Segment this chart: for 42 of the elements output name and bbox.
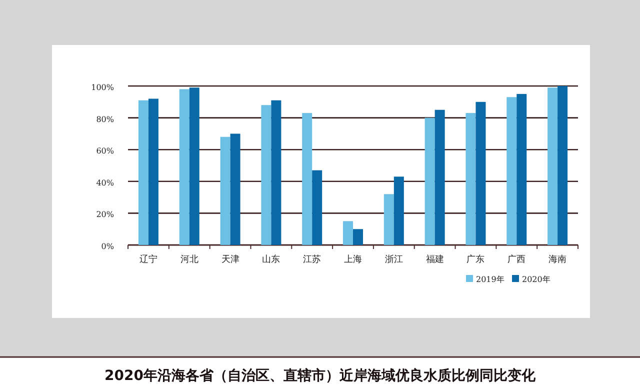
bar — [261, 105, 272, 245]
bar — [312, 170, 322, 245]
bar — [148, 98, 158, 245]
bar — [189, 88, 200, 245]
bar — [434, 110, 445, 245]
bar — [230, 134, 240, 245]
y-tick-label: 0% — [101, 242, 114, 251]
bar — [548, 88, 558, 245]
x-tick-label: 山东 — [262, 254, 280, 265]
x-tick-label: 天津 — [221, 254, 240, 265]
y-tick-label: 20% — [96, 210, 114, 220]
bar — [506, 97, 517, 245]
x-tick-label: 浙江 — [384, 254, 403, 265]
x-tick-label: 上海 — [344, 254, 362, 265]
text: 2020年沿海各省（自治区、直辖市）近岸海域优良水质比例同比变化 — [104, 367, 536, 384]
x-tick-label: 福建 — [426, 254, 444, 265]
y-tick-label: 80% — [96, 114, 114, 124]
x-tick-label: 海南 — [548, 254, 567, 265]
bar — [179, 89, 190, 245]
bar — [271, 100, 282, 245]
x-tick-label: 河北 — [180, 254, 198, 265]
y-tick-label: 60% — [96, 146, 114, 156]
bar — [466, 113, 476, 245]
bar — [353, 229, 363, 245]
legend-label: 2020年 — [522, 275, 550, 284]
bar — [302, 113, 312, 245]
bar — [516, 94, 527, 245]
bar — [220, 136, 230, 245]
legend-label: 2019年 — [476, 275, 504, 284]
bar — [394, 176, 404, 245]
y-tick-label: 100% — [91, 83, 114, 92]
x-tick-label: 辽宁 — [139, 254, 158, 265]
x-tick-label: 广西 — [508, 254, 526, 265]
bar — [138, 100, 148, 245]
x-tick-label: 广东 — [466, 254, 485, 265]
x-tick-label: 江苏 — [303, 254, 322, 265]
y-tick-label: 40% — [96, 178, 114, 188]
bar — [384, 194, 394, 245]
bar — [558, 86, 568, 245]
bar — [476, 102, 486, 245]
bar — [424, 118, 435, 245]
bar — [343, 221, 353, 245]
